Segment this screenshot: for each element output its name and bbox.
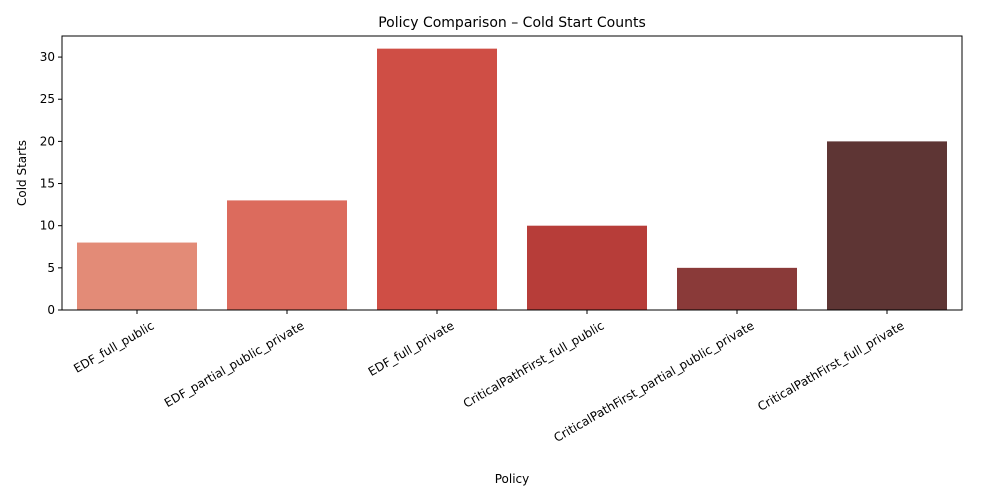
bar-EDF_full_private — [377, 48, 497, 311]
y-axis-ticks: 0 5 10 15 20 25 30 — [40, 50, 62, 317]
y-tick-label: 15 — [40, 177, 55, 191]
bar-EDF_partial_public_private — [227, 200, 347, 310]
y-tick-label: 30 — [40, 50, 55, 64]
x-tick-label: EDF_full_public — [71, 318, 156, 375]
y-tick-label: 20 — [40, 134, 55, 148]
bar-CriticalPathFirst_full_private — [827, 141, 947, 310]
bars-group — [77, 48, 947, 311]
chart-title: Policy Comparison – Cold Start Counts — [378, 15, 646, 31]
x-tick-label: EDF_partial_public_private — [162, 318, 307, 410]
y-tick-label: 0 — [47, 303, 55, 317]
x-axis-label: Policy — [495, 472, 530, 486]
plot-frame — [61, 35, 963, 311]
x-tick-label: EDF_full_private — [366, 318, 457, 378]
x-axis-ticks: EDF_full_public EDF_partial_public_privat… — [71, 310, 907, 445]
x-tick-label: CriticalPathFirst_full_public — [461, 318, 607, 410]
bar-CriticalPathFirst_full_public — [527, 225, 647, 310]
bar-CriticalPathFirst_partial_public_private — [677, 267, 797, 310]
y-tick-label: 25 — [40, 92, 55, 106]
bar-EDF_full_public — [77, 242, 197, 310]
y-axis-label: Cold Starts — [15, 140, 29, 206]
x-tick-label: CriticalPathFirst_full_private — [755, 318, 906, 413]
y-tick-label: 5 — [47, 261, 55, 275]
y-tick-label: 10 — [40, 219, 55, 233]
